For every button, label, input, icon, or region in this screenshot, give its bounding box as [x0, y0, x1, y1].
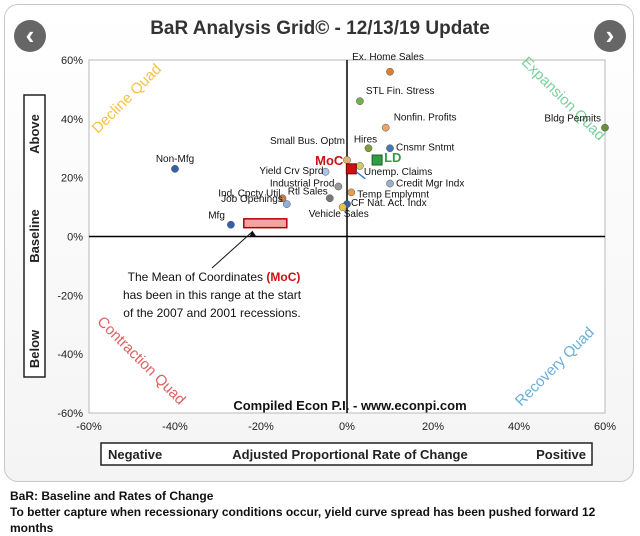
moc-arrow	[355, 171, 366, 180]
recession-range-box	[243, 218, 288, 229]
point-label-vehicle-sales: Vehicle Sales	[309, 209, 369, 220]
point-nonfin-profits	[381, 123, 390, 132]
moc-marker	[345, 163, 357, 175]
point-label-mfg: Mfg	[208, 211, 225, 222]
point-rtl-sales	[325, 194, 334, 203]
point-label-bldg-permits: Bldg Permits	[544, 114, 601, 125]
x-tick-label: 0%	[339, 421, 355, 433]
y-axis-label-top: Above	[27, 114, 42, 154]
y-tick-label: 60%	[61, 55, 83, 67]
point-unemp-claims	[356, 162, 364, 170]
point-label-cf-nat-act-indx: CF Nat. Act. Indx	[351, 198, 427, 209]
chevron-right-icon[interactable]: ›	[594, 20, 626, 52]
annotation-line-2: has been in this range at the start	[123, 288, 302, 302]
point-bldg-permits	[601, 123, 609, 132]
annotation-arrow	[211, 231, 253, 269]
point-label-yield-crv-sprd: Yield Crv Sprd	[259, 166, 323, 177]
x-tick-label: 20%	[422, 421, 444, 433]
x-tick-label: 60%	[594, 421, 616, 433]
y-axis-label-bottom: Below	[27, 329, 42, 368]
point-label-small-bus-optm: Small Bus. Optm	[270, 136, 345, 147]
annotation-line-1: The Mean of Coordinates (MoC)	[128, 270, 301, 284]
ld-marker	[371, 154, 383, 166]
x-tick-label: 40%	[508, 421, 530, 433]
y-tick-label: -40%	[57, 349, 83, 361]
point-label-non-mfg: Non-Mfg	[156, 154, 194, 165]
annotation-line-3: of the 2007 and 2001 recessions.	[123, 306, 300, 320]
point-hires	[364, 144, 373, 153]
y-tick-label: 20%	[61, 173, 83, 185]
x-axis-label-box	[100, 442, 593, 466]
x-axis-label-right: Positive	[536, 447, 586, 462]
point-label-temp-emplymnt: Temp Emplymnt	[357, 189, 429, 200]
point-job-openings	[282, 200, 291, 208]
annotation-arrowhead	[249, 230, 257, 237]
point-label-unemp-claims: Unemp. Claims	[364, 167, 432, 178]
point-small-bus-optm	[343, 156, 351, 164]
point-non-mfg	[171, 164, 179, 173]
credit-text: Compiled Econ P.I. - www.econpi.com	[233, 398, 466, 413]
footnote-2: To better capture when recessionary cond…	[10, 505, 596, 535]
y-tick-label: 40%	[61, 114, 83, 126]
footnote-1: BaR: Baseline and Rates of Change	[10, 489, 214, 503]
point-label-nonfin-profits: Nonfin. Profits	[394, 113, 457, 124]
point-label-hires: Hires	[354, 134, 377, 145]
chart-title: BaR Analysis Grid© - 12/13/19 Update	[150, 18, 490, 39]
point-stl-fin-stress	[356, 97, 364, 106]
y-tick-label: -60%	[57, 408, 83, 420]
point-ind-cpcty-util	[278, 194, 287, 203]
point-ex-home-sales	[386, 67, 394, 76]
point-label-ind-cpcty-util: Ind. Cpcty Util	[218, 188, 280, 199]
point-label-job-openings: Job Openings	[221, 194, 283, 205]
footnotes: BaR: Baseline and Rates of Change To bet…	[10, 488, 640, 536]
point-credit-mgr-indx	[386, 179, 394, 188]
point-label-cnsmr-sntmt: Cnsmr Sntmt	[396, 142, 455, 153]
point-label-ex-home-sales: Ex. Home Sales	[352, 52, 424, 63]
moc-label: MoC	[315, 153, 344, 168]
point-mfg	[227, 220, 235, 229]
point-yield-crv-sprd	[321, 167, 330, 176]
x-axis-label-center: Adjusted Proportional Rate of Change	[232, 447, 467, 462]
x-tick-label: -60%	[76, 421, 102, 433]
y-axis-label-box	[23, 94, 46, 378]
point-label-stl-fin-stress: STL Fin. Stress	[366, 86, 435, 97]
point-industrial-prod	[334, 182, 343, 191]
y-tick-label: 0%	[67, 232, 83, 244]
point-label-industrial-prod: Industrial Prod	[270, 178, 334, 189]
y-tick-label: -20%	[57, 290, 83, 302]
point-label-credit-mgr-indx: Credit Mgr Indx	[396, 179, 464, 190]
chevron-left-icon[interactable]: ‹	[14, 20, 46, 52]
point-temp-emplymnt	[347, 188, 356, 197]
x-tick-label: -40%	[162, 421, 188, 433]
x-axis-label-left: Negative	[108, 447, 162, 462]
point-label-rtl-sales: Rtl Sales	[288, 186, 328, 197]
point-cnsmr-sntmt	[386, 144, 394, 153]
y-axis-label-center: Baseline	[27, 209, 42, 262]
ld-label: LD	[384, 150, 401, 165]
point-vehicle-sales	[338, 203, 347, 211]
x-tick-label: -20%	[248, 421, 274, 433]
